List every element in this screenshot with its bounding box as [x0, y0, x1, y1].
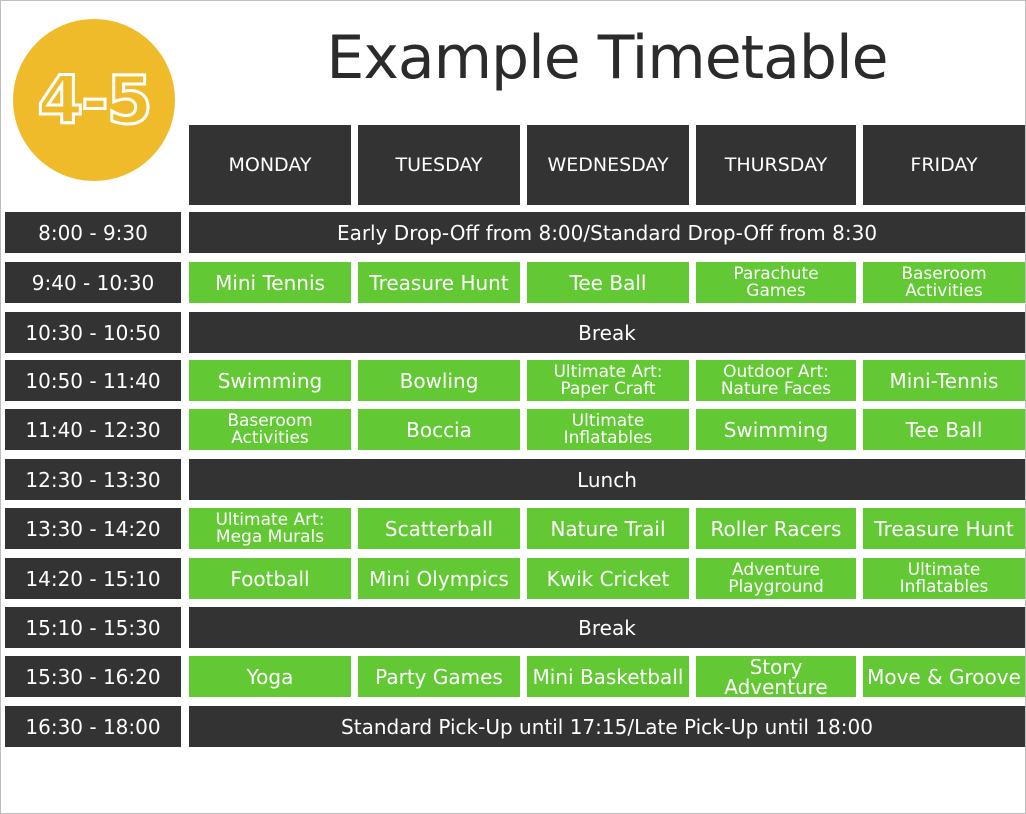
time-slot: 10:30 - 10:50: [5, 312, 181, 353]
span-row: Standard Pick-Up until 17:15/Late Pick-U…: [189, 706, 1025, 747]
span-row: Break: [189, 607, 1025, 648]
time-slot: 10:50 - 11:40: [5, 360, 181, 401]
span-row: Break: [189, 312, 1025, 353]
page-title: Example Timetable: [326, 23, 888, 93]
activity-cell: Nature Trail: [527, 508, 689, 549]
activity-cell: Bowling: [358, 360, 520, 401]
time-slot: 14:20 - 15:10: [5, 558, 181, 599]
time-slot: 9:40 - 10:30: [5, 262, 181, 303]
activity-cell: Move & Groove: [863, 656, 1025, 697]
activity-cell: Yoga: [189, 656, 351, 697]
activity-cell: Swimming: [189, 360, 351, 401]
activity-cell: Ultimate Art: Mega Murals: [189, 508, 351, 549]
age-badge: 4-5: [13, 19, 175, 181]
activity-cell: Ultimate Inflatables: [863, 558, 1025, 599]
activity-cell: Boccia: [358, 409, 520, 450]
activity-cell: Roller Racers: [696, 508, 856, 549]
activity-cell: Mini-Tennis: [863, 360, 1025, 401]
span-row: Lunch: [189, 459, 1025, 500]
day-header: FRIDAY: [863, 125, 1025, 205]
activity-cell: Mini Basketball: [527, 656, 689, 697]
activity-cell: Outdoor Art: Nature Faces: [696, 360, 856, 401]
activity-cell: Treasure Hunt: [358, 262, 520, 303]
day-header: MONDAY: [189, 125, 351, 205]
time-slot: 15:30 - 16:20: [5, 656, 181, 697]
day-header: THURSDAY: [696, 125, 856, 205]
activity-cell: Adventure Playground: [696, 558, 856, 599]
activity-cell: Baseroom Activities: [189, 409, 351, 450]
activity-cell: Mini Tennis: [189, 262, 351, 303]
time-slot: 15:10 - 15:30: [5, 607, 181, 648]
time-slot: 12:30 - 13:30: [5, 459, 181, 500]
activity-cell: Ultimate Art: Paper Craft: [527, 360, 689, 401]
day-header: TUESDAY: [358, 125, 520, 205]
activity-cell: Tee Ball: [863, 409, 1025, 450]
span-row: Early Drop-Off from 8:00/Standard Drop-O…: [189, 212, 1025, 253]
activity-cell: Parachute Games: [696, 262, 856, 303]
age-badge-text: 4-5: [36, 60, 154, 140]
activity-cell: Tee Ball: [527, 262, 689, 303]
time-slot: 8:00 - 9:30: [5, 212, 181, 253]
activity-cell: Kwik Cricket: [527, 558, 689, 599]
activity-cell: Scatterball: [358, 508, 520, 549]
activity-cell: Swimming: [696, 409, 856, 450]
activity-cell: Football: [189, 558, 351, 599]
time-slot: 11:40 - 12:30: [5, 409, 181, 450]
activity-cell: Ultimate Inflatables: [527, 409, 689, 450]
activity-cell: Baseroom Activities: [863, 262, 1025, 303]
activity-cell: Mini Olympics: [358, 558, 520, 599]
activity-cell: Story Adventure: [696, 656, 856, 697]
activity-cell: Treasure Hunt: [863, 508, 1025, 549]
time-slot: 16:30 - 18:00: [5, 706, 181, 747]
activity-cell: Party Games: [358, 656, 520, 697]
day-header: WEDNESDAY: [527, 125, 689, 205]
time-slot: 13:30 - 14:20: [5, 508, 181, 549]
